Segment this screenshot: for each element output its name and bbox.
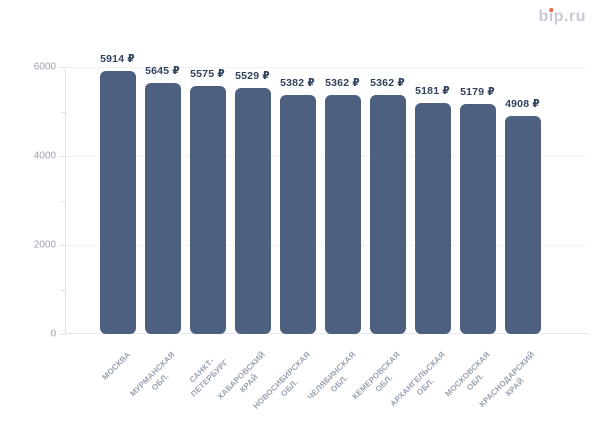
y-axis-tick-label: 4000 [33, 150, 56, 162]
bar-column: 5179 ₽ [455, 67, 500, 334]
y-minor-tick [61, 111, 66, 113]
bar-value-label: 5529 ₽ [235, 69, 270, 82]
bar[interactable] [369, 95, 406, 334]
bar-column: 5575 ₽ [185, 67, 230, 334]
y-minor-tick [61, 289, 66, 291]
bar[interactable] [324, 95, 361, 334]
bar-column: 5645 ₽ [140, 64, 185, 334]
y-axis-tick-label: 2000 [33, 239, 56, 251]
y-minor-tick [61, 200, 66, 202]
bar-value-label: 5914 ₽ [100, 52, 135, 65]
bar-column: 5181 ₽ [410, 67, 455, 334]
bar[interactable] [279, 94, 316, 334]
x-label-slot: КРАСНОДАРСКИЙ КРАЙ [478, 342, 545, 427]
bar-value-label: 5179 ₽ [460, 85, 495, 98]
y-tick [60, 67, 66, 68]
bar-value-label: 5645 ₽ [145, 64, 180, 77]
bar-column: 5362 ₽ [365, 67, 410, 334]
bar[interactable] [459, 103, 496, 334]
bar-column: 4908 ₽ [500, 67, 545, 334]
bar-value-label: 4908 ₽ [505, 97, 540, 110]
bar[interactable] [99, 70, 136, 334]
bip-logo[interactable]: bı p.ru [538, 8, 586, 25]
x-axis-labels: МОСКВА МУРМАНСКАЯ ОБЛ. САНКТ- ПЕТЕРБУРГ ХАБАР… [95, 342, 545, 427]
x-category-label: МОСКВА [100, 350, 132, 382]
bar[interactable] [504, 115, 541, 334]
bar-value-label: 5362 ₽ [370, 77, 405, 90]
y-tick [60, 156, 66, 157]
x-label-slot: САНКТ- ПЕТЕРБУРГ [185, 342, 230, 427]
bar[interactable] [144, 82, 181, 334]
y-axis-tick-label: 0 [50, 328, 56, 340]
bar-value-label: 5362 ₽ [325, 77, 360, 90]
y-axis-tick-label: 6000 [33, 61, 56, 73]
x-label-slot: МОСКВА [95, 342, 140, 427]
bar-column: 5382 ₽ [275, 67, 320, 334]
bar-value-label: 5181 ₽ [415, 85, 450, 98]
x-label-slot: МУРМАНСКАЯ ОБЛ. [129, 342, 185, 427]
bar[interactable] [189, 85, 226, 334]
x-label-slot: НОВОСИБИРСКАЯ ОБЛ. [251, 342, 320, 427]
bar-value-label: 5575 ₽ [190, 67, 225, 80]
x-label-slot: ЧЕЛЯБИНСКАЯ ОБЛ. [305, 342, 365, 427]
x-label-slot: АРХАНГЕЛЬСКАЯ ОБЛ. [389, 342, 455, 427]
y-tick [60, 245, 66, 246]
bar-value-label: 5382 ₽ [280, 76, 315, 89]
bar-column: 5362 ₽ [320, 67, 365, 334]
bar[interactable] [234, 88, 271, 334]
y-tick [60, 334, 66, 335]
logo-i-letter: ı [548, 8, 554, 25]
bar[interactable] [414, 103, 451, 334]
gridline [66, 67, 588, 68]
bars-container: 5914 ₽ 5645 ₽ 5575 ₽ 5529 ₽ 5382 ₽ 5362 ₽ 5362… [95, 53, 545, 334]
bar-column: 5914 ₽ [95, 53, 140, 334]
logo-i-dot-icon [549, 8, 554, 12]
bar-column: 5529 ₽ [230, 67, 275, 334]
